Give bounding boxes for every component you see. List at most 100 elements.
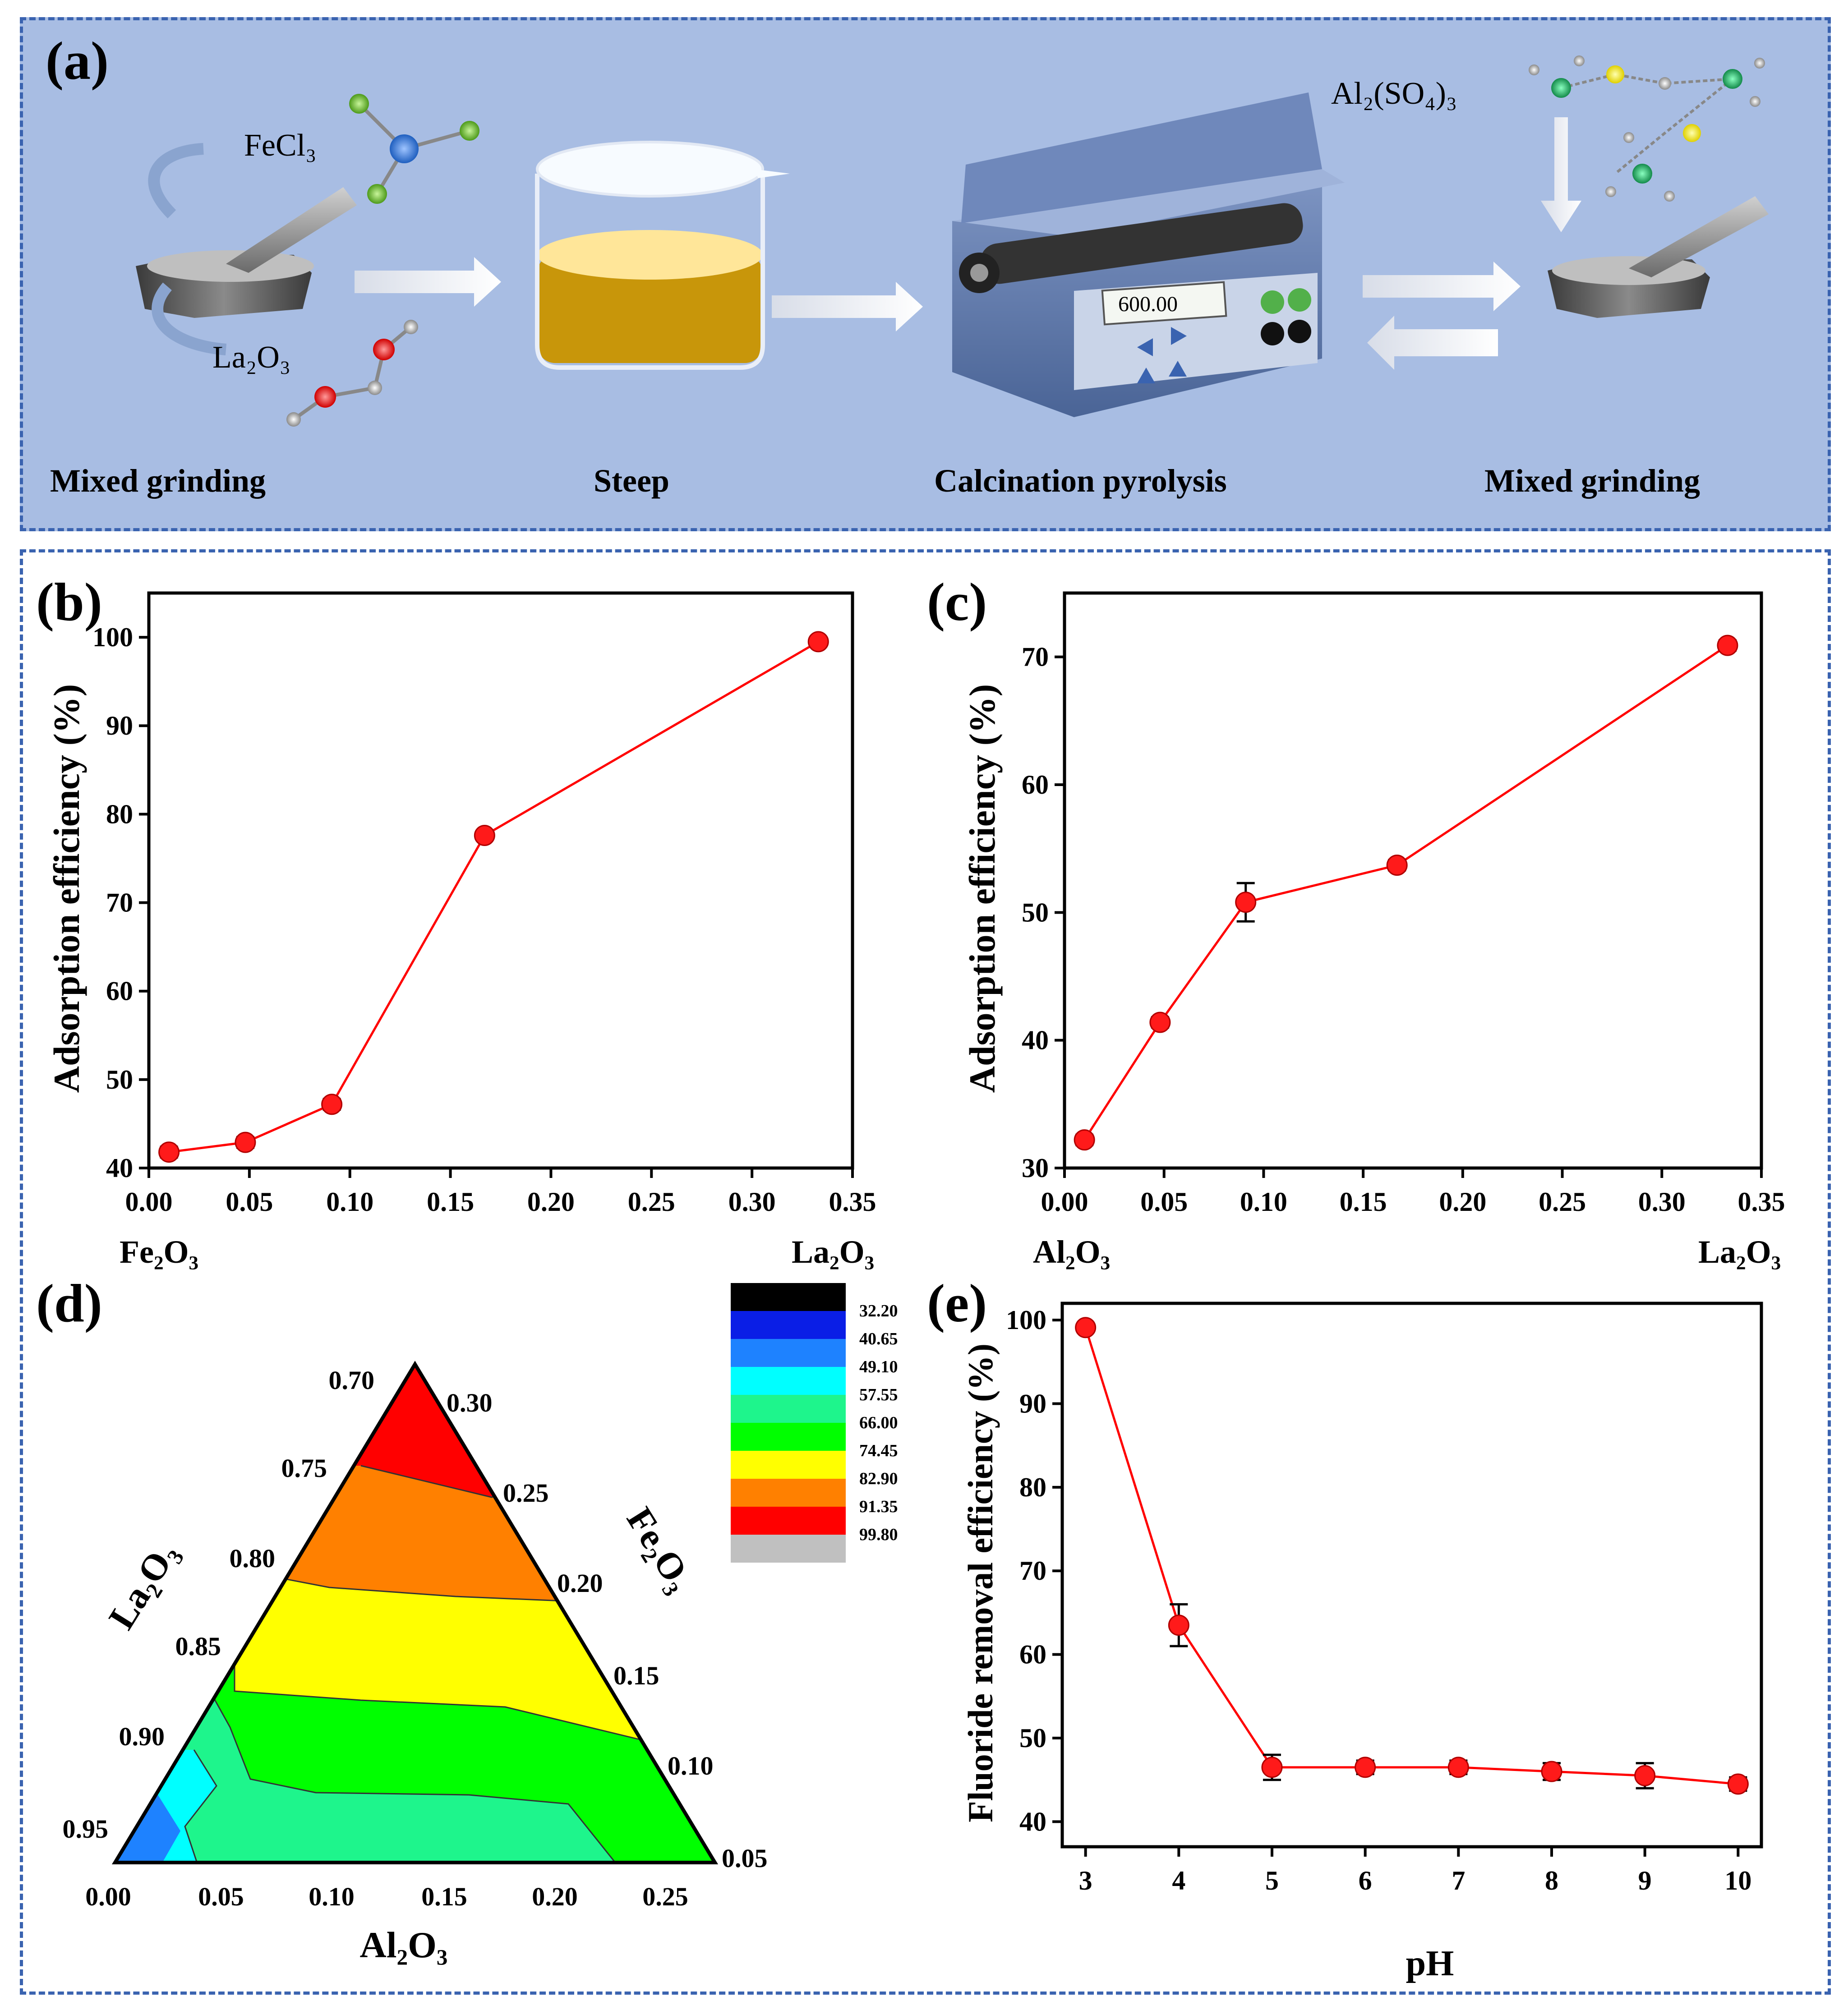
chart-b-xtick-label: 0.10 (326, 1187, 373, 1217)
chart-b-ytick-label: 50 (106, 1065, 133, 1095)
fecl3-molecule-icon (349, 94, 479, 204)
arrow-right-icon-2 (772, 282, 923, 331)
chart-c-ylabel: Adsorption efficiency (%) (962, 684, 1003, 1093)
chart-e-ytick-label: 90 (1019, 1389, 1046, 1418)
la2o3-tick-1: 0.70 (329, 1366, 375, 1395)
ternary-axis-fe2o3: Fe₂O₃ (619, 1500, 701, 1598)
fe2o3-tick-4: 0.15 (613, 1661, 659, 1690)
step-label-3: Calcination pyrolysis (934, 463, 1227, 499)
al2o3-tick-2: 0.05 (198, 1882, 244, 1911)
chart-e-data-point (1541, 1761, 1562, 1782)
legend-level-label: 91.35 (859, 1497, 898, 1516)
chart-b-x-right-label: La₂O₃ (792, 1234, 874, 1270)
fe2o3-tick-3: 0.20 (557, 1568, 603, 1598)
la2o3-tick-2: 0.75 (281, 1453, 327, 1483)
chart-b-ytick-label: 70 (106, 888, 133, 918)
legend-swatch (731, 1451, 846, 1479)
furnace-icon: 600.00 (952, 92, 1345, 417)
la2o3-molecule-icon (286, 320, 418, 427)
chart-b-xtick-label: 0.20 (527, 1187, 575, 1217)
chart-c-xtick-label: 0.25 (1539, 1187, 1586, 1217)
chart-b-x-left-label: Fe₂O₃ (120, 1234, 198, 1270)
furnace-display-text: 600.00 (1118, 292, 1178, 316)
chart-e-xtick-label: 5 (1265, 1866, 1279, 1895)
lower-frame (20, 549, 1831, 1995)
chart-b: (b) Adsorption efficiency (%) Fe₂O₃ La₂O… (36, 572, 876, 1270)
chart-b-ytick-label: 100 (92, 622, 133, 652)
chart-c-data-point (1074, 1129, 1095, 1151)
al2o3-tick-4: 0.15 (421, 1882, 467, 1911)
legend-swatch (731, 1479, 846, 1507)
legend-level-label: 74.45 (859, 1441, 898, 1460)
legend-level-label: 40.65 (859, 1329, 898, 1348)
arrow-right-icon-1 (355, 257, 501, 307)
chart-c-xtick-label: 0.15 (1340, 1187, 1387, 1217)
chart-e-series-line (1084, 1327, 1738, 1785)
fe2o3-tick-2: 0.25 (503, 1478, 549, 1508)
chart-b-series-line (169, 640, 819, 1154)
chart-e-label: (e) (927, 1273, 987, 1333)
fe2o3-tick-1: 0.30 (447, 1388, 493, 1417)
chart-c-data-point (1386, 855, 1408, 876)
chart-e-ytick-label: 40 (1019, 1807, 1046, 1836)
chart-c-ytick-label: 40 (1022, 1026, 1049, 1055)
chart-e-data-point (1355, 1757, 1376, 1778)
chart-c-data-point (1235, 892, 1257, 913)
ternary-contour-fill (115, 1364, 715, 1863)
chart-b-xtick-label: 0.30 (728, 1187, 776, 1217)
arrow-down-icon (1541, 117, 1581, 232)
legend-level-label: 66.00 (859, 1413, 898, 1432)
legend-swatch (731, 1367, 846, 1395)
fe2o3-tick-6: 0.05 (722, 1844, 768, 1873)
chart-c-xtick-label: 0.05 (1140, 1187, 1188, 1217)
la2o3-tick-3: 0.80 (230, 1544, 276, 1573)
fecl3-label: FeCl₃ (244, 128, 317, 163)
chart-b-ytick-label: 40 (106, 1153, 133, 1183)
chart-b-data-point (235, 1131, 256, 1153)
chart-b-xtick-label: 0.05 (226, 1187, 273, 1217)
chart-b-ytick-label: 80 (106, 799, 133, 829)
chart-e-data-point (1261, 1757, 1283, 1778)
legend-level-label: 32.20 (859, 1302, 898, 1320)
legend-swatch (731, 1535, 846, 1563)
chart-e-plot-frame (1060, 1302, 1763, 1849)
chart-c-ytick-label: 30 (1022, 1153, 1049, 1183)
chart-b-ytick-label: 90 (106, 711, 133, 741)
chart-c-data-point (1149, 1012, 1171, 1033)
al2o3-tick-3: 0.10 (309, 1882, 355, 1911)
mortar-pestle-icon-2 (1548, 196, 1769, 318)
chart-e-data-point (1634, 1765, 1656, 1786)
mortar-pestle-icon-1 (136, 143, 357, 355)
panel-a: (a) FeCl₃ La₂O₃ (20, 17, 1831, 531)
chart-d: (d) 0.70 0.75 0.80 0.85 0.90 0 (36, 1273, 898, 1965)
chart-e-data-point (1168, 1614, 1189, 1636)
chart-e-data-point (1727, 1773, 1749, 1795)
la2o3-tick-5: 0.90 (119, 1722, 165, 1751)
legend-level-label: 57.55 (859, 1385, 898, 1404)
chart-b-data-point (474, 824, 495, 846)
chart-c-ytick-label: 60 (1022, 770, 1049, 800)
contour-color-legend: 32.20 40.65 49.10 57.55 66.00 74.45 82.90 91.35… (731, 1283, 898, 1563)
chart-c-series-line (1083, 644, 1728, 1141)
chart-c-xtick-label: 0.10 (1240, 1187, 1287, 1217)
chart-c-plot-frame (1063, 591, 1763, 1170)
legend-swatch (731, 1507, 846, 1535)
al2o3-tick-6: 0.25 (642, 1882, 688, 1911)
chart-b-data-point (321, 1094, 343, 1115)
chart-c-xtick-label: 0.20 (1439, 1187, 1486, 1217)
chart-c-ytick-label: 50 (1022, 897, 1049, 927)
chart-c-xtick-label: 0.35 (1738, 1187, 1785, 1217)
chart-c-x-left-label: Al₂O₃ (1033, 1234, 1110, 1270)
arrow-right-icon-3 (1363, 262, 1521, 311)
chart-c: (c) Adsorption efficiency (%) Al₂O₃ La₂O… (927, 572, 1785, 1270)
ternary-triangle-outline (111, 1361, 719, 1864)
al2so43-label: Al₂(SO₄)₃ (1331, 76, 1457, 111)
chart-e-ytick-label: 50 (1019, 1723, 1046, 1753)
al2so43-molecule-icon (1529, 55, 1765, 202)
chart-c-x-right-label: La₂O₃ (1698, 1234, 1781, 1270)
chart-b-xtick-label: 0.25 (628, 1187, 675, 1217)
legend-swatch (731, 1395, 846, 1423)
chart-e-xtick-label: 7 (1452, 1866, 1465, 1895)
chart-e-ytick-label: 70 (1019, 1556, 1046, 1586)
